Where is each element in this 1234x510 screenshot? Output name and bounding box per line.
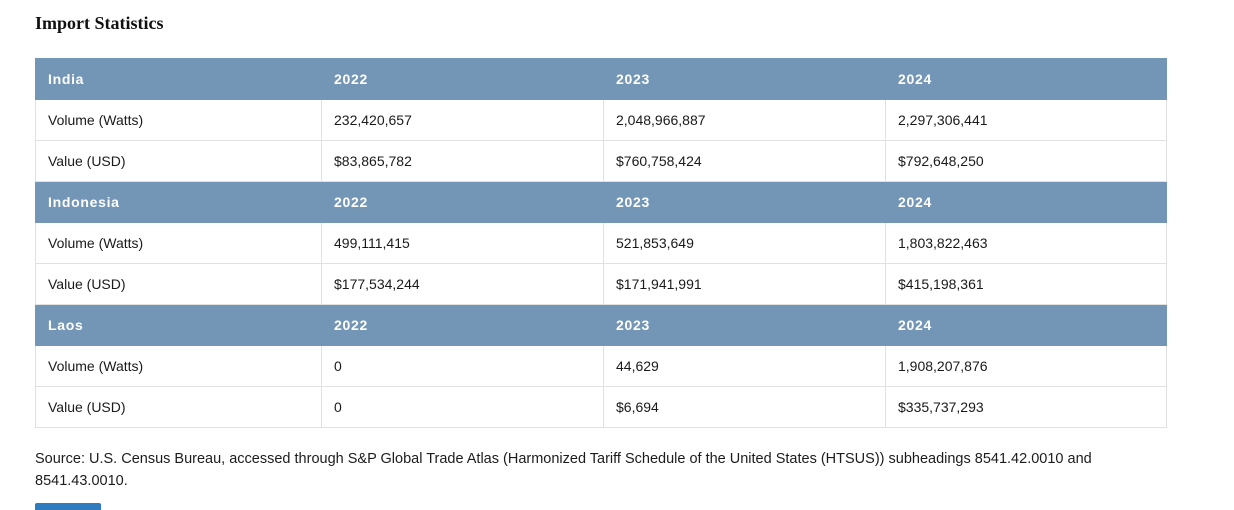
country-name: Indonesia: [35, 181, 322, 223]
cell-value: $6,694: [603, 386, 886, 428]
table-row-indonesia-volume: Volume (Watts) 499,111,415 521,853,649 1…: [35, 222, 1167, 264]
partial-button-cut-off[interactable]: [35, 503, 101, 510]
cell-value: $177,534,244: [321, 263, 604, 305]
import-statistics-table: India 2022 2023 2024 Volume (Watts) 232,…: [35, 58, 1167, 428]
cell-value: 2,297,306,441: [885, 99, 1167, 141]
cell-value: 0: [321, 345, 604, 387]
year-header: 2024: [885, 304, 1167, 346]
country-name: India: [35, 58, 322, 100]
row-label: Value (USD): [35, 263, 322, 305]
cell-value: $760,758,424: [603, 140, 886, 182]
year-header: 2024: [885, 58, 1167, 100]
cell-value: $83,865,782: [321, 140, 604, 182]
table-row-india-volume: Volume (Watts) 232,420,657 2,048,966,887…: [35, 99, 1167, 141]
table-row-indonesia-value: Value (USD) $177,534,244 $171,941,991 $4…: [35, 263, 1167, 305]
row-label: Volume (Watts): [35, 222, 322, 264]
cell-value: 2,048,966,887: [603, 99, 886, 141]
source-note: Source: U.S. Census Bureau, accessed thr…: [35, 451, 1092, 490]
table-row-laos-volume: Volume (Watts) 0 44,629 1,908,207,876: [35, 345, 1167, 387]
year-header: 2022: [321, 58, 604, 100]
year-header: 2023: [603, 181, 886, 223]
table-row-india-value: Value (USD) $83,865,782 $760,758,424 $79…: [35, 140, 1167, 182]
row-label: Volume (Watts): [35, 345, 322, 387]
table-row-laos-value: Value (USD) 0 $6,694 $335,737,293: [35, 386, 1167, 428]
section-header-laos: Laos 2022 2023 2024: [35, 304, 1167, 346]
page-title: Import Statistics: [35, 13, 164, 33]
country-name: Laos: [35, 304, 322, 346]
cell-value: 44,629: [603, 345, 886, 387]
row-label: Volume (Watts): [35, 99, 322, 141]
cell-value: $415,198,361: [885, 263, 1167, 305]
row-label: Value (USD): [35, 140, 322, 182]
cell-value: $792,648,250: [885, 140, 1167, 182]
year-header: 2022: [321, 304, 604, 346]
cell-value: 1,908,207,876: [885, 345, 1167, 387]
year-header: 2022: [321, 181, 604, 223]
section-header-indonesia: Indonesia 2022 2023 2024: [35, 181, 1167, 223]
cell-value: $335,737,293: [885, 386, 1167, 428]
cell-value: 232,420,657: [321, 99, 604, 141]
cell-value: 0: [321, 386, 604, 428]
row-label: Value (USD): [35, 386, 322, 428]
cell-value: $171,941,991: [603, 263, 886, 305]
cell-value: 1,803,822,463: [885, 222, 1167, 264]
year-header: 2023: [603, 58, 886, 100]
year-header: 2023: [603, 304, 886, 346]
year-header: 2024: [885, 181, 1167, 223]
cell-value: 521,853,649: [603, 222, 886, 264]
section-header-india: India 2022 2023 2024: [35, 58, 1167, 100]
cell-value: 499,111,415: [321, 222, 604, 264]
